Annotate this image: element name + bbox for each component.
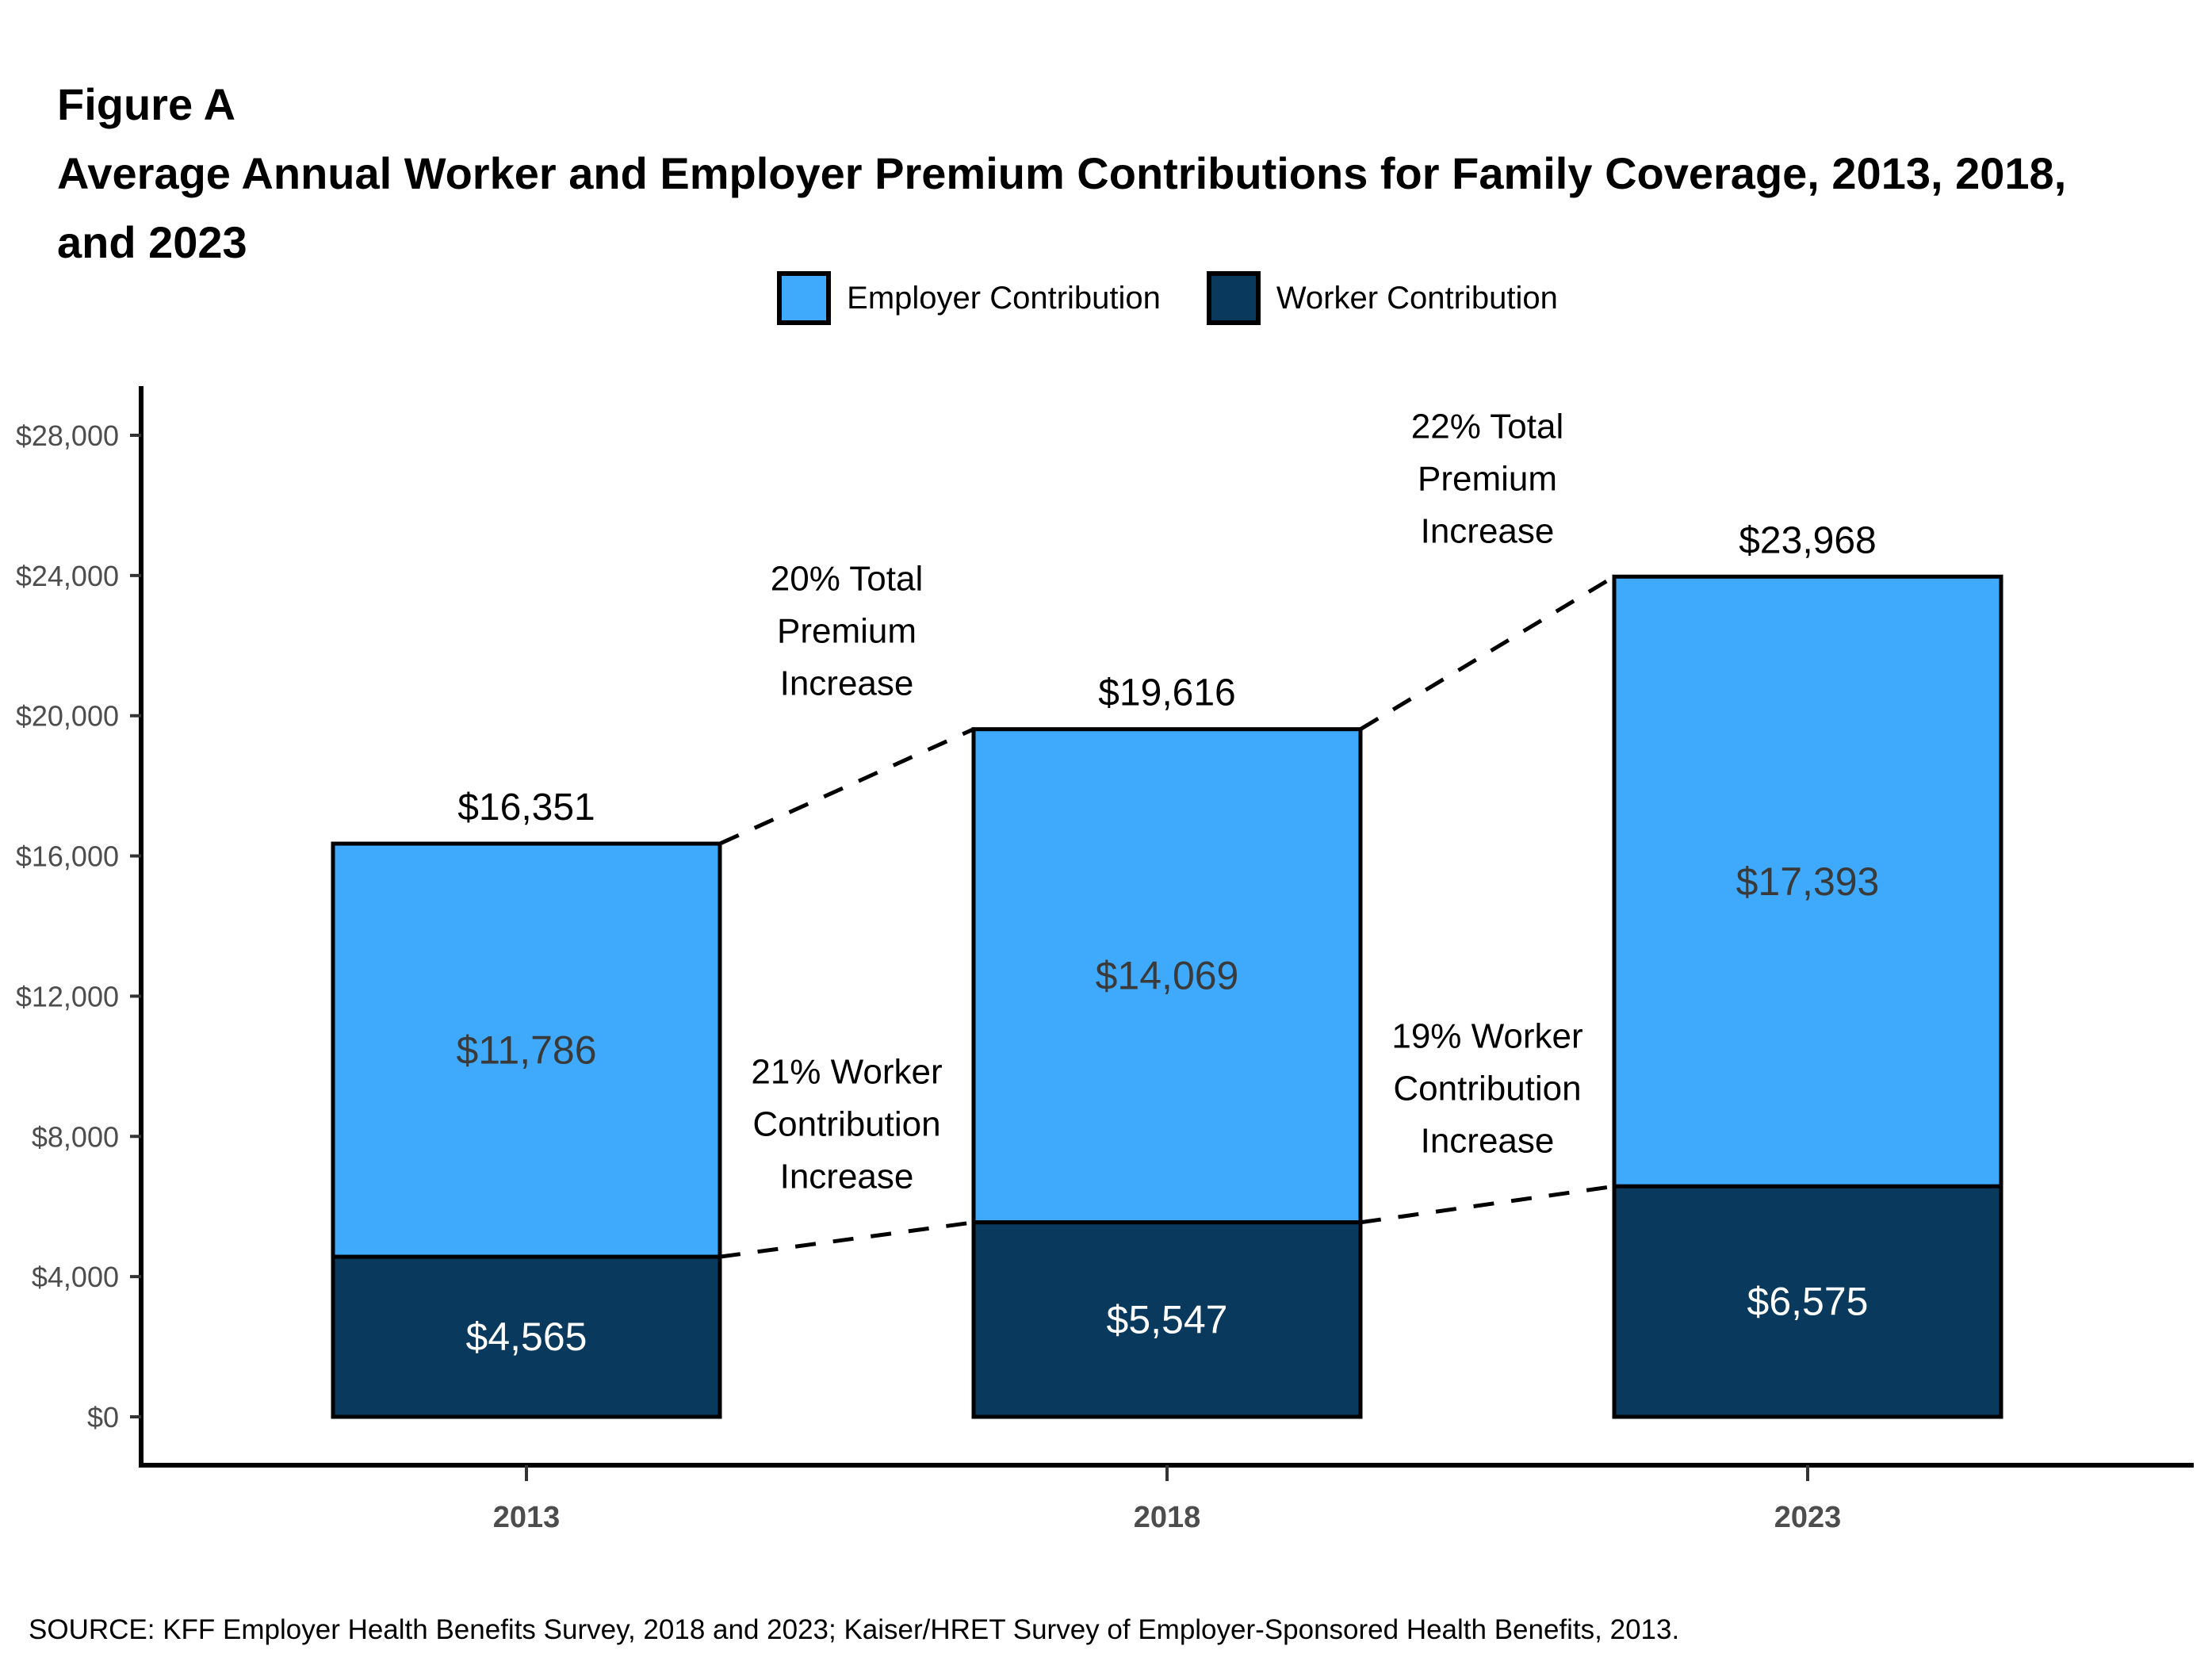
bar-segment-worker-2018 — [971, 1220, 1363, 1419]
bar-segment-employer-2023 — [1612, 574, 2003, 1188]
x-tick-label-2023: 2023 — [1774, 1501, 1842, 1534]
y-tick-label-4000: $4,000 — [32, 1261, 119, 1293]
total-value-label-2018: $19,616 — [1098, 672, 1236, 714]
annotation-line: 20% Total — [771, 560, 923, 599]
y-tick-label-28000: $28,000 — [16, 419, 119, 452]
annotation-line: 22% Total — [1411, 407, 1563, 446]
legend-label-employer: Employer Contribution — [847, 280, 1161, 316]
annotation-line: Increase — [1421, 511, 1555, 550]
bar-segment-employer-2018 — [971, 727, 1363, 1225]
y-tick-label-0: $0 — [87, 1401, 119, 1433]
annotation-total-2018-2023: 22% Total Premium Increase — [1411, 407, 1563, 550]
connector-worker-2018-2023 — [1360, 1184, 1615, 1225]
connector-total-2013-2018 — [718, 727, 975, 846]
annotation-line: Increase — [1421, 1121, 1555, 1160]
annotation-worker-2018-2023: 19% Worker Contribution Increase — [1391, 1016, 1582, 1160]
y-tick-label-16000: $16,000 — [16, 840, 119, 873]
annotation-line: Increase — [780, 1158, 914, 1196]
worker-value-label-2023: $6,575 — [1747, 1280, 1869, 1324]
employer-value-label-2023: $17,393 — [1736, 859, 1880, 904]
y-tick-label-20000: $20,000 — [16, 700, 119, 733]
chart-legend: Employer Contribution Worker Contribution — [141, 271, 2194, 325]
source-note: SOURCE: KFF Employer Health Benefits Sur… — [29, 1614, 1680, 1645]
total-value-label-2013: $16,351 — [457, 787, 595, 829]
annotation-line: Contribution — [1393, 1069, 1581, 1108]
legend-item-worker: Worker Contribution — [1206, 271, 1558, 325]
connector-total-2018-2023 — [1359, 575, 1616, 731]
employer-value-label-2013: $11,786 — [456, 1028, 596, 1073]
figure-title-line-2: and 2023 — [57, 217, 247, 267]
annotation-total-2013-2018: 20% Total Premium Increase — [771, 560, 923, 703]
annotation-line: Premium — [1418, 459, 1557, 498]
annotation-line: Premium — [777, 612, 917, 651]
legend-swatch-worker — [1206, 271, 1261, 325]
bar-segment-worker-2023 — [1612, 1184, 2003, 1419]
figure-title-line-1: Average Annual Worker and Employer Premi… — [57, 148, 2067, 198]
x-tick-label-2018: 2018 — [1134, 1501, 1201, 1534]
annotation-line: Contribution — [752, 1105, 940, 1144]
x-tick-label-2013: 2013 — [493, 1501, 561, 1534]
legend-swatch-employer — [777, 271, 832, 325]
figure-header: Figure A Average Annual Worker and Emplo… — [57, 70, 2066, 277]
figure-label: Figure A — [57, 79, 236, 129]
connector-worker-2013-2018 — [719, 1220, 974, 1259]
employer-value-label-2018: $14,069 — [1096, 954, 1239, 998]
bar-segment-worker-2013 — [331, 1254, 722, 1419]
worker-value-label-2018: $5,547 — [1107, 1297, 1228, 1342]
annotation-worker-2013-2018: 21% Worker Contribution Increase — [751, 1053, 942, 1196]
annotation-line: 21% Worker — [751, 1053, 942, 1092]
legend-label-worker: Worker Contribution — [1276, 280, 1558, 316]
annotation-line: 19% Worker — [1391, 1016, 1582, 1055]
worker-value-label-2013: $4,565 — [466, 1315, 587, 1359]
y-tick-label-8000: $8,000 — [32, 1120, 119, 1153]
y-tick-label-24000: $24,000 — [16, 560, 119, 592]
y-tick-label-12000: $12,000 — [16, 980, 119, 1012]
annotation-line: Increase — [780, 664, 914, 703]
legend-item-employer: Employer Contribution — [777, 271, 1161, 325]
total-value-label-2023: $23,968 — [1739, 519, 1877, 561]
